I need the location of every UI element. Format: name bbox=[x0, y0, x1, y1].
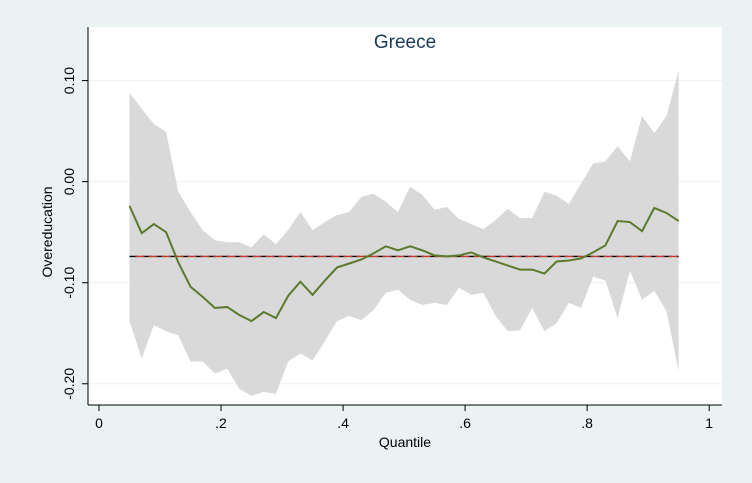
x-tick-label: .2 bbox=[215, 415, 227, 431]
y-tick-label: -0.10 bbox=[61, 267, 77, 299]
x-tick-label: .8 bbox=[581, 415, 593, 431]
chart-title: Greece bbox=[374, 32, 436, 53]
line-series bbox=[128, 205, 680, 323]
y-axis-title: Overeducation bbox=[39, 186, 55, 277]
y-tick-label: 0.00 bbox=[61, 168, 77, 195]
y-tick-label: 0.10 bbox=[61, 67, 77, 94]
x-axis-title: Quantile bbox=[379, 434, 431, 450]
x-tick-label: 1 bbox=[705, 415, 713, 431]
x-tick-label: 0 bbox=[95, 415, 103, 431]
x-tick-label: .6 bbox=[459, 415, 471, 431]
x-tick-label: .4 bbox=[337, 415, 349, 431]
y-tick-label: -0.20 bbox=[61, 368, 77, 400]
